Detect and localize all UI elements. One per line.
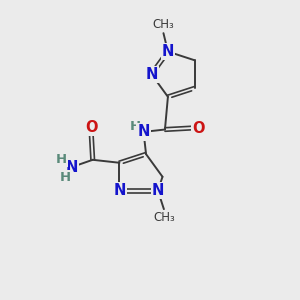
Text: N: N [152,183,164,198]
Text: N: N [113,183,126,198]
Text: N: N [145,67,158,82]
Text: O: O [85,120,98,135]
Text: N: N [137,124,150,140]
Text: O: O [192,121,205,136]
Text: N: N [65,160,77,175]
Text: H: H [56,153,68,166]
Text: H: H [130,120,141,133]
Text: CH₃: CH₃ [153,18,174,31]
Text: H: H [60,171,71,184]
Text: CH₃: CH₃ [153,211,175,224]
Text: N: N [162,44,174,59]
